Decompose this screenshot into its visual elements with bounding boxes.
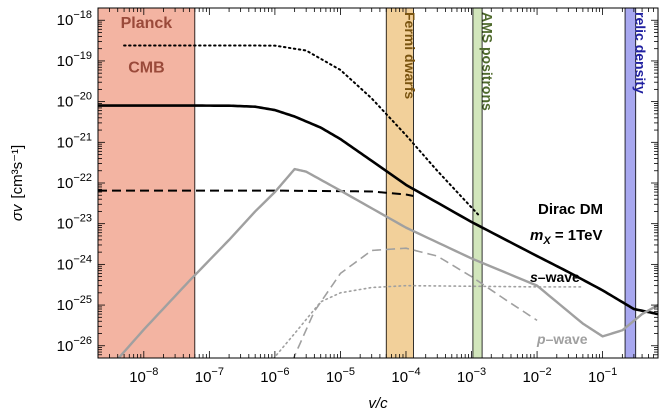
y-tick-label: 10−21 bbox=[57, 131, 92, 151]
series-line-4 bbox=[292, 247, 538, 358]
x-tick-label: 10−5 bbox=[326, 366, 355, 386]
y-tick-label: 10−18 bbox=[57, 9, 92, 29]
y-tick-label: 10−25 bbox=[57, 294, 92, 314]
x-tick-label: 10−7 bbox=[195, 366, 224, 386]
band-layer bbox=[97, 7, 637, 359]
band-label-1: Fermi dwarfs bbox=[402, 12, 418, 99]
annotation-s-wave: s–wave bbox=[530, 269, 580, 285]
band-label-0-line-0: Planck bbox=[121, 15, 173, 32]
x-tick-label: 10−1 bbox=[588, 366, 617, 386]
x-tick-label: 10−3 bbox=[457, 366, 486, 386]
series-line-3 bbox=[117, 167, 658, 358]
x-tick-label: 10−6 bbox=[260, 366, 289, 386]
y-tick-label: 10−23 bbox=[57, 213, 92, 233]
x-tick-label: 10−8 bbox=[129, 366, 158, 386]
y-tick-label: 10−22 bbox=[57, 172, 92, 192]
x-tick-label: 10−4 bbox=[391, 366, 420, 386]
series-line-1 bbox=[123, 44, 480, 217]
tick-label-layer: 10−8 10−7 10−6 10−5 10−4 10−3 10−2 10−1 10−18 10−… bbox=[57, 9, 618, 386]
band-label-2: AMS positrons bbox=[480, 12, 496, 111]
annotation-model: Dirac DM bbox=[538, 201, 603, 218]
y-tick-label: 10−26 bbox=[57, 335, 92, 355]
band-0 bbox=[97, 7, 196, 359]
band-label-3: relic density bbox=[632, 12, 648, 94]
series-line-0 bbox=[98, 104, 658, 316]
series-line-2 bbox=[98, 189, 414, 197]
y-axis-label: σv[cm³s⁻¹] bbox=[9, 145, 26, 221]
x-axis-label: v/c bbox=[368, 395, 388, 412]
series-layer bbox=[98, 44, 658, 358]
tick-layer bbox=[97, 7, 658, 359]
y-tick-label: 10−20 bbox=[57, 91, 92, 111]
band-label-0-line-1: CMB bbox=[128, 60, 164, 77]
band-label-layer: Planck CMB Fermi dwarfs AMS positrons relic … bbox=[121, 12, 649, 111]
x-tick-label: 10−2 bbox=[522, 366, 551, 386]
y-tick-label: 10−24 bbox=[57, 253, 92, 273]
y-tick-label: 10−19 bbox=[57, 50, 92, 70]
annotation-p-wave: p–wave bbox=[536, 331, 588, 347]
series-line-5 bbox=[272, 284, 584, 358]
annotation-mass: mX = 1TeV bbox=[530, 227, 603, 247]
